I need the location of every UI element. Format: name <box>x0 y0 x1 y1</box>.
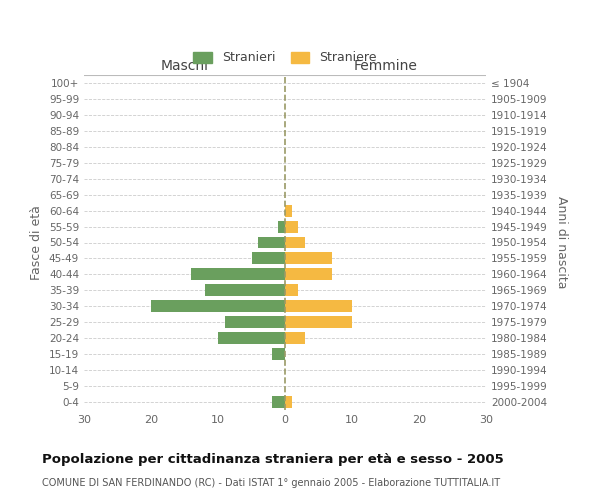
Bar <box>285 204 292 216</box>
Bar <box>285 284 298 296</box>
Bar <box>278 220 285 232</box>
Bar <box>285 316 352 328</box>
Bar <box>272 396 285 408</box>
Bar <box>251 252 285 264</box>
Bar <box>285 332 305 344</box>
Bar <box>205 284 285 296</box>
Bar <box>225 316 285 328</box>
Bar <box>285 236 305 248</box>
Bar <box>285 396 292 408</box>
Y-axis label: Anni di nascita: Anni di nascita <box>554 196 568 289</box>
Bar <box>285 220 298 232</box>
Text: Popolazione per cittadinanza straniera per età e sesso - 2005: Popolazione per cittadinanza straniera p… <box>42 452 504 466</box>
Bar <box>218 332 285 344</box>
Bar <box>191 268 285 280</box>
Legend: Stranieri, Straniere: Stranieri, Straniere <box>190 48 380 68</box>
Bar <box>258 236 285 248</box>
Bar <box>285 252 332 264</box>
Bar <box>285 300 352 312</box>
Bar <box>272 348 285 360</box>
Bar <box>151 300 285 312</box>
Text: Maschi: Maschi <box>161 58 209 72</box>
Text: COMUNE DI SAN FERDINANDO (RC) - Dati ISTAT 1° gennaio 2005 - Elaborazione TUTTIT: COMUNE DI SAN FERDINANDO (RC) - Dati IST… <box>42 478 500 488</box>
Text: Femmine: Femmine <box>353 58 418 72</box>
Y-axis label: Fasce di età: Fasce di età <box>31 205 43 280</box>
Bar <box>285 268 332 280</box>
